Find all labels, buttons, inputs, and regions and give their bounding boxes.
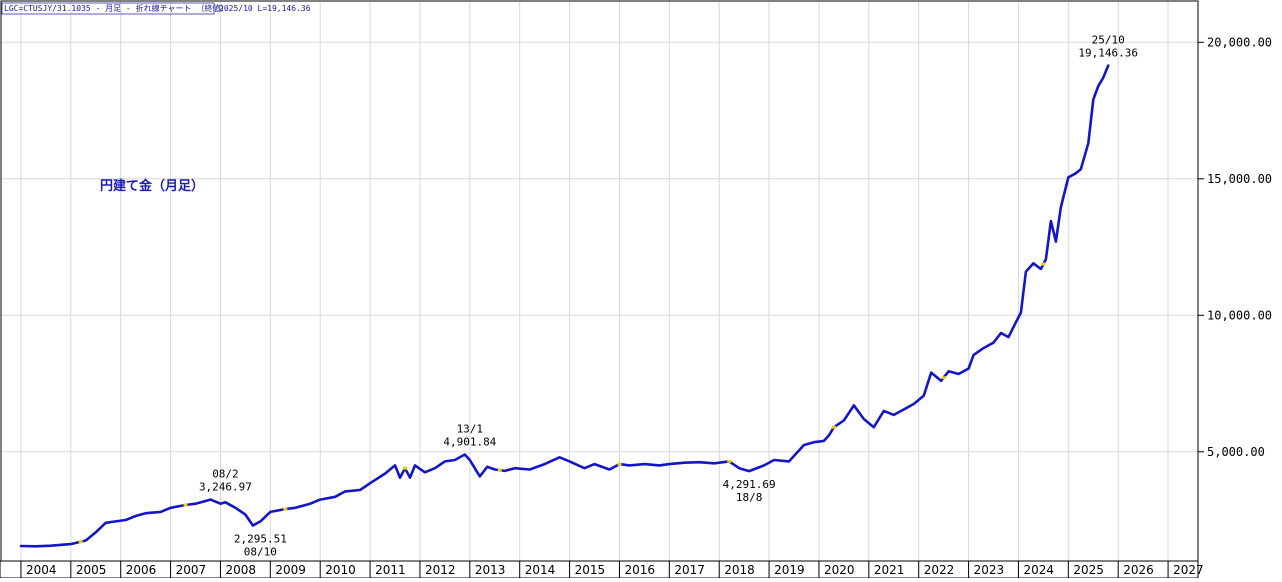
x-tick-label: 2006 [126,563,157,577]
x-tick-label: 2004 [26,563,57,577]
annotation-line-1: 4,291.69 [723,478,776,491]
x-tick-label: 2005 [76,563,107,577]
data-marker [727,459,732,463]
ytick-layer: 5,000.00 10,000.00 15,000.00 20,000.00 [1198,35,1272,459]
data-marker [283,507,288,511]
marker-layer [78,262,1046,544]
x-tick-label: 2023 [974,563,1005,577]
header-box [1,2,215,15]
grid-layer [1,1,1198,561]
y-tick-label: 15,000.00 [1207,172,1272,186]
data-marker [617,462,622,466]
x-tick-label: 2015 [575,563,606,577]
chart-title: 円建て金（月足） [100,178,204,194]
x-tick-label: 2018 [724,563,755,577]
header-info: 2025/10 L=19,146.36 [219,4,311,13]
annotation-line-1: 13/1 [457,422,484,435]
annotation-line-2: 4,901.84 [443,435,496,448]
annotation-line-2: 08/10 [244,546,277,559]
x-tick-label: 2017 [674,563,705,577]
x-tick-label: 2012 [425,563,456,577]
x-tick-label: 2014 [525,563,556,577]
x-tick-label: 2009 [275,563,306,577]
data-marker [941,376,946,380]
xtick-layer: 2004 2005 2006 2007 2008 2009 2010 2011 2012 2013… [0,560,1204,579]
series-layer [19,64,1110,548]
x-tick-label: 2021 [874,563,905,577]
x-tick-label: 2010 [325,563,356,577]
series-line [19,64,1110,548]
data-marker [402,466,407,470]
x-tick-label: 2011 [375,563,406,577]
x-tick-label: 2026 [1123,563,1154,577]
annotation-line-1: 08/2 [212,468,239,481]
x-tick-label: 2008 [225,563,256,577]
data-marker [183,503,188,507]
annotation-line-2: 3,246.97 [199,481,252,494]
x-tick-label: 2020 [824,563,855,577]
x-tick-label: 2007 [176,563,207,577]
annotation-line-1: 25/10 [1092,34,1125,47]
x-tick-label: 2024 [1023,563,1054,577]
y-tick-label: 10,000.00 [1207,308,1272,322]
y-tick-label: 5,000.00 [1207,445,1265,459]
x-tick-label: 2013 [475,563,506,577]
y-tick-label: 20,000.00 [1207,35,1272,49]
annotation-line-2: 19,146.36 [1078,47,1138,60]
header-symbol: LGC=CTUSJY/31.1035 - 月足 - 折れ線チャート （終値） [4,3,228,13]
x-tick-label: 2027 [1173,563,1204,577]
x-tick-label: 2019 [774,563,805,577]
x-tick-label: 2025 [1073,563,1104,577]
x-tick-label: 2022 [924,563,955,577]
annotation-line-1: 2,295.51 [234,533,287,546]
data-marker [78,540,83,544]
data-marker [497,468,502,472]
data-marker [1041,262,1046,266]
data-marker [831,425,836,429]
x-tick-label: 2016 [624,563,655,577]
annotation-line-2: 18/8 [736,491,763,504]
